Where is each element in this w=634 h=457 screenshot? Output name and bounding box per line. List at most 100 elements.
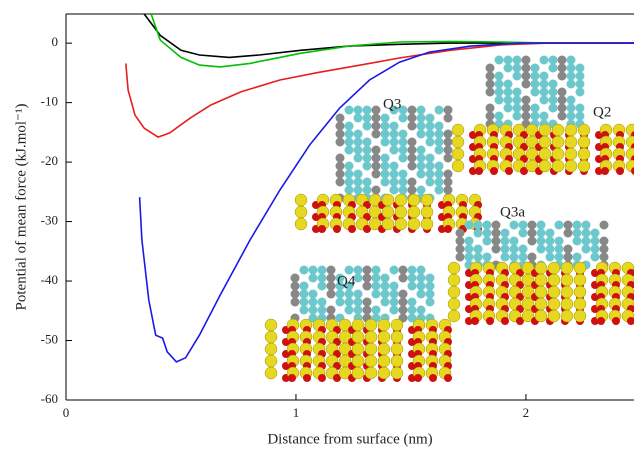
atom xyxy=(390,318,404,332)
atom xyxy=(380,177,390,187)
atom xyxy=(560,261,574,275)
atom xyxy=(380,297,390,307)
atom xyxy=(520,167,528,175)
atom xyxy=(335,297,345,307)
atom xyxy=(362,153,372,163)
atom xyxy=(503,63,513,73)
atom xyxy=(425,273,435,283)
atom xyxy=(353,265,363,275)
atom xyxy=(536,236,546,246)
atom xyxy=(557,103,567,113)
atom xyxy=(539,111,549,121)
atom xyxy=(539,87,549,97)
y-tick-label: -40 xyxy=(41,272,58,287)
atom xyxy=(505,167,513,175)
atom xyxy=(485,103,495,113)
atom xyxy=(500,236,510,246)
atom xyxy=(353,305,363,315)
atom xyxy=(389,121,399,131)
atom xyxy=(527,228,537,238)
atom xyxy=(344,177,354,187)
atom xyxy=(485,79,495,89)
atom xyxy=(509,236,519,246)
y-tick-label: -30 xyxy=(41,213,58,228)
atom xyxy=(551,159,565,173)
atom xyxy=(631,167,634,175)
atom xyxy=(547,309,561,323)
atom xyxy=(590,236,600,246)
atom xyxy=(335,273,345,283)
atom xyxy=(317,297,327,307)
atom xyxy=(538,147,552,161)
atom xyxy=(335,121,345,131)
atom xyxy=(503,87,513,97)
atom xyxy=(380,289,390,299)
atom xyxy=(548,103,558,113)
atom xyxy=(326,305,336,315)
atom xyxy=(599,252,609,262)
atom xyxy=(500,228,510,238)
atom xyxy=(371,161,381,171)
atom xyxy=(572,252,582,262)
atom xyxy=(563,244,573,254)
atom xyxy=(554,244,564,254)
atom xyxy=(389,169,399,179)
atom xyxy=(464,220,474,230)
atom xyxy=(564,147,578,161)
atom xyxy=(485,87,495,97)
atom xyxy=(494,111,504,121)
atom xyxy=(443,145,453,155)
atom xyxy=(530,111,540,121)
atom xyxy=(317,273,327,283)
atom xyxy=(335,177,345,187)
atom xyxy=(362,281,372,291)
atom xyxy=(389,281,399,291)
atom xyxy=(516,317,524,325)
atom xyxy=(573,309,587,323)
atom xyxy=(362,297,372,307)
atom xyxy=(353,129,363,139)
atom xyxy=(353,177,363,187)
atom xyxy=(294,205,308,219)
atom xyxy=(294,217,308,231)
x-tick-label: 1 xyxy=(293,405,300,420)
atom xyxy=(380,161,390,171)
series-line xyxy=(125,42,634,138)
atom xyxy=(447,261,461,275)
atom xyxy=(447,297,461,311)
atom xyxy=(491,228,501,238)
atom xyxy=(377,330,391,344)
atom xyxy=(380,169,390,179)
atom xyxy=(512,63,522,73)
atom xyxy=(416,265,426,275)
atom xyxy=(362,185,372,195)
atom xyxy=(264,318,278,332)
atom xyxy=(351,366,365,380)
atom xyxy=(551,147,565,161)
series-line xyxy=(143,14,634,59)
atom xyxy=(344,265,354,275)
atom xyxy=(590,252,600,262)
atom xyxy=(398,153,408,163)
atom xyxy=(473,220,483,230)
atom xyxy=(451,159,465,173)
atom xyxy=(547,261,561,275)
atom xyxy=(362,145,372,155)
atom xyxy=(390,342,404,356)
atom xyxy=(371,121,381,131)
atom xyxy=(494,71,504,81)
series-line xyxy=(150,14,634,68)
atom xyxy=(575,111,585,121)
atom xyxy=(364,342,378,356)
atom xyxy=(475,167,483,175)
atom xyxy=(308,289,318,299)
atom xyxy=(353,289,363,299)
atom xyxy=(264,354,278,368)
annotation: Q2 xyxy=(593,104,611,120)
atom xyxy=(627,317,634,325)
atom xyxy=(473,228,483,238)
atom xyxy=(288,374,296,382)
atom xyxy=(371,265,381,275)
atom xyxy=(398,145,408,155)
atom xyxy=(575,103,585,113)
